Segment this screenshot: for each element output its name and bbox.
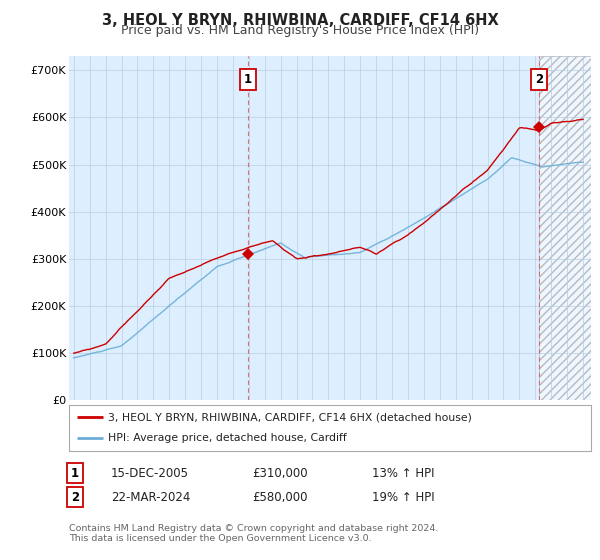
Text: Contains HM Land Registry data © Crown copyright and database right 2024.
This d: Contains HM Land Registry data © Crown c… [69, 524, 439, 543]
Text: 2: 2 [71, 491, 79, 504]
Text: 19% ↑ HPI: 19% ↑ HPI [372, 491, 434, 504]
Bar [539, 56, 591, 400]
Text: HPI: Average price, detached house, Cardiff: HPI: Average price, detached house, Card… [108, 433, 347, 444]
Text: £580,000: £580,000 [252, 491, 308, 504]
Text: £310,000: £310,000 [252, 466, 308, 480]
Text: 1: 1 [244, 73, 252, 86]
Text: 3, HEOL Y BRYN, RHIWBINA, CARDIFF, CF14 6HX (detached house): 3, HEOL Y BRYN, RHIWBINA, CARDIFF, CF14 … [108, 412, 472, 422]
Text: 1: 1 [71, 466, 79, 480]
Text: 15-DEC-2005: 15-DEC-2005 [111, 466, 189, 480]
Bar [539, 56, 591, 400]
Text: 3, HEOL Y BRYN, RHIWBINA, CARDIFF, CF14 6HX: 3, HEOL Y BRYN, RHIWBINA, CARDIFF, CF14 … [101, 13, 499, 28]
Text: 2: 2 [535, 73, 543, 86]
Text: Price paid vs. HM Land Registry's House Price Index (HPI): Price paid vs. HM Land Registry's House … [121, 24, 479, 37]
Text: 22-MAR-2024: 22-MAR-2024 [111, 491, 190, 504]
Text: 13% ↑ HPI: 13% ↑ HPI [372, 466, 434, 480]
